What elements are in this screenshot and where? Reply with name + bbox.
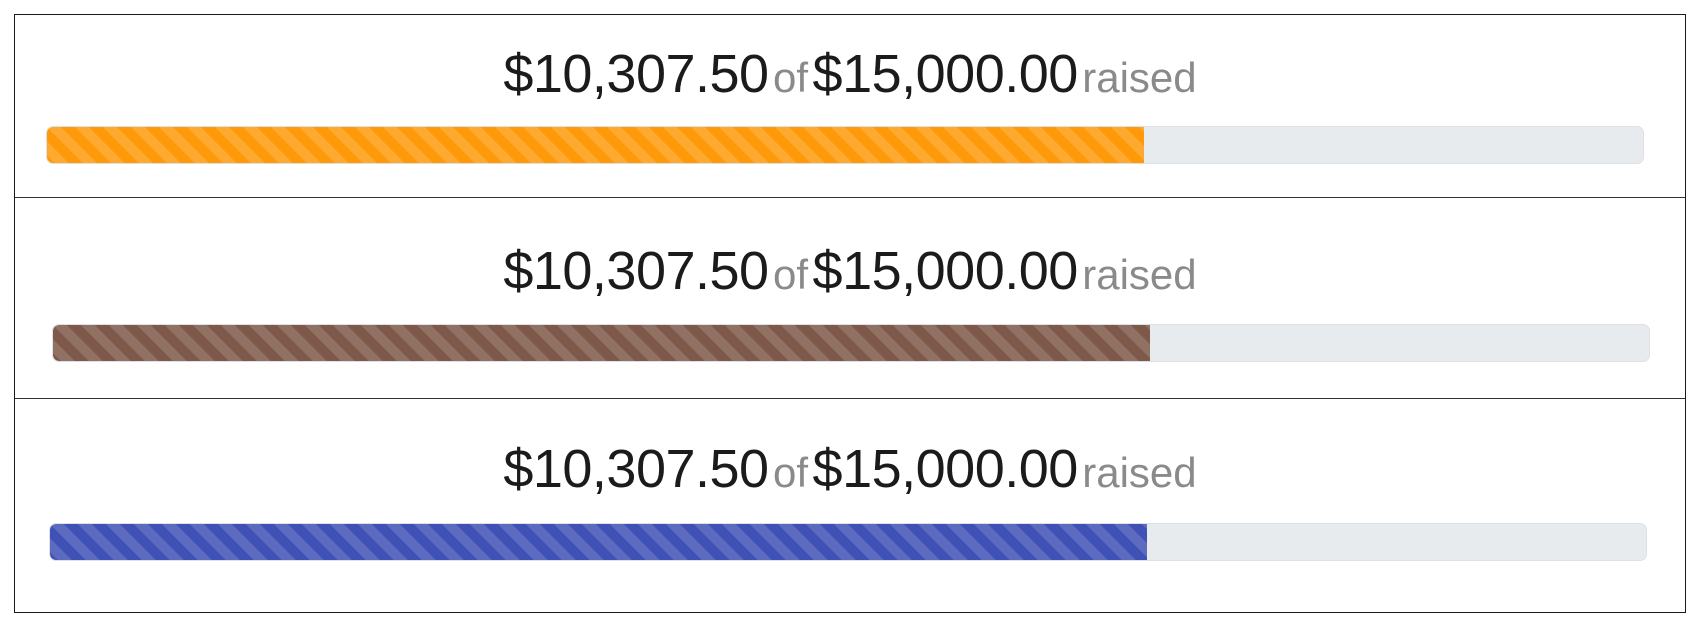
fundraiser-headline: $10,307.50 of $15,000.00 raised bbox=[15, 442, 1685, 496]
fundraiser-widget-blue: $10,307.50 of $15,000.00 raised bbox=[15, 399, 1685, 614]
goal-amount: $15,000.00 bbox=[812, 44, 1079, 104]
fundraiser-widget-brown: $10,307.50 of $15,000.00 raised bbox=[15, 198, 1685, 399]
progress-fill bbox=[47, 127, 1144, 163]
fundraiser-headline: $10,307.50 of $15,000.00 raised bbox=[15, 47, 1685, 101]
progress-fill bbox=[50, 524, 1147, 560]
raised-amount: $10,307.50 bbox=[503, 439, 769, 499]
of-label: of bbox=[773, 449, 809, 496]
raised-label: raised bbox=[1082, 449, 1197, 496]
progress-track bbox=[46, 126, 1644, 164]
progress-track bbox=[49, 523, 1647, 561]
raised-amount: $10,307.50 bbox=[503, 44, 769, 104]
fundraiser-headline: $10,307.50 of $15,000.00 raised bbox=[15, 244, 1685, 298]
raised-label: raised bbox=[1082, 54, 1197, 101]
fundraiser-widget-orange: $10,307.50 of $15,000.00 raised bbox=[15, 15, 1685, 198]
of-label: of bbox=[773, 54, 809, 101]
of-label: of bbox=[773, 251, 809, 298]
raised-amount: $10,307.50 bbox=[503, 241, 769, 301]
goal-amount: $15,000.00 bbox=[812, 439, 1079, 499]
raised-label: raised bbox=[1082, 251, 1197, 298]
progress-fill bbox=[53, 325, 1150, 361]
fundraising-widgets-frame: $10,307.50 of $15,000.00 raised $10,307.… bbox=[14, 14, 1686, 613]
goal-amount: $15,000.00 bbox=[812, 241, 1079, 301]
progress-track bbox=[52, 324, 1650, 362]
